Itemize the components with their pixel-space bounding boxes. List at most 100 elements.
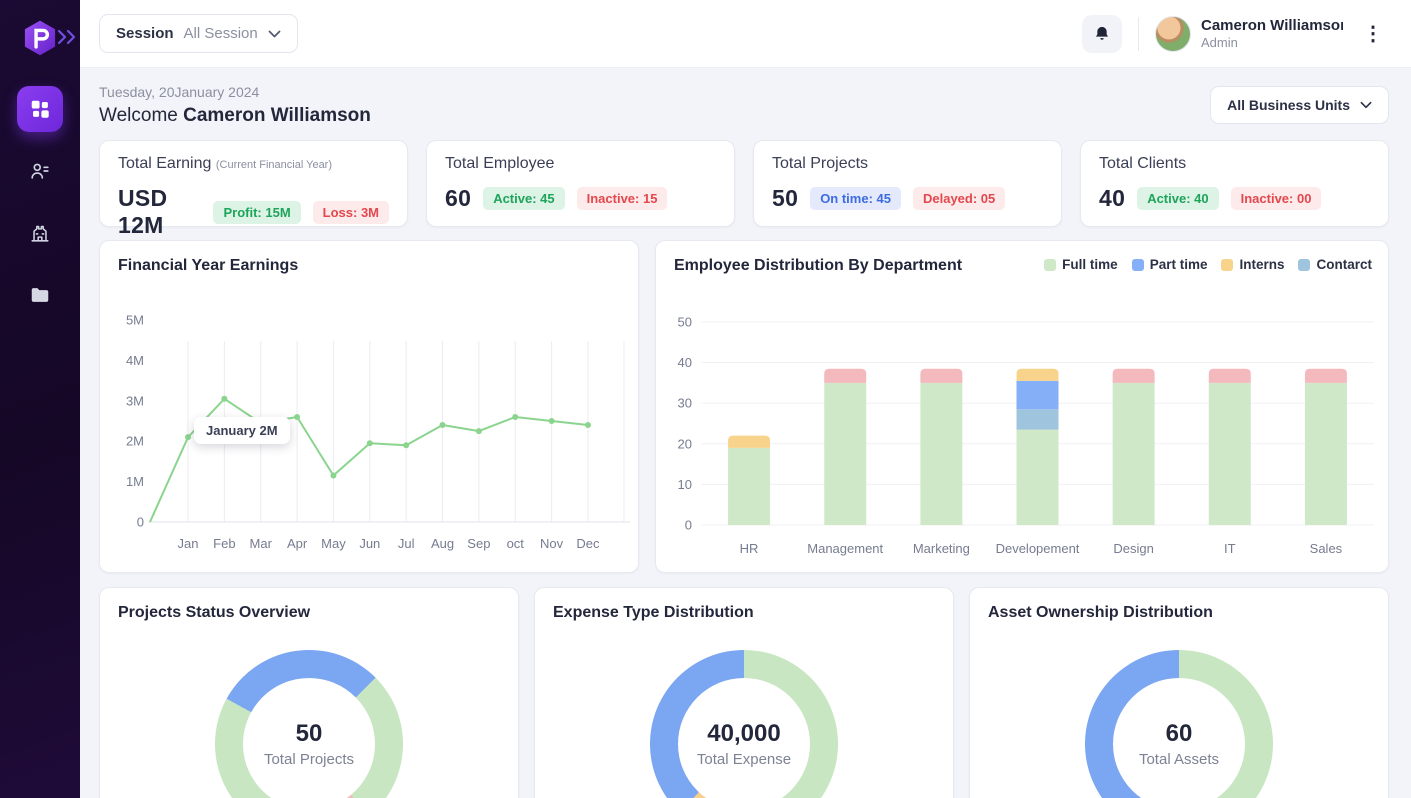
donut-chart: 50 Total Projects	[215, 650, 403, 798]
svg-text:Jan: Jan	[178, 536, 199, 551]
stat-title: Total Clients	[1099, 155, 1187, 172]
sidebar-collapse-icon[interactable]	[56, 29, 78, 45]
welcome-user-name: Cameron Williamson	[183, 105, 371, 126]
user-name: Cameron Williamson	[1201, 17, 1343, 34]
session-label: Session	[116, 25, 174, 42]
employees-icon	[31, 163, 49, 179]
svg-text:Jun: Jun	[359, 536, 380, 551]
donut-center-label: Total Projects	[263, 751, 355, 768]
welcome-prefix: Welcome	[99, 105, 178, 126]
stat-title: Total Projects	[772, 155, 869, 172]
svg-text:2M: 2M	[126, 434, 144, 449]
status-badge: Delayed: 05	[912, 187, 1006, 210]
legend-item: Part time	[1131, 257, 1207, 272]
donut-chart: 40,000 Total Expense	[650, 650, 838, 798]
svg-text:50: 50	[678, 315, 692, 330]
legend-item: Contarct	[1298, 257, 1372, 272]
status-badge: On time: 45	[810, 187, 901, 210]
welcome-heading: Welcome Cameron Williamson	[99, 105, 371, 127]
stat-value: USD 12M	[118, 185, 168, 238]
organization-icon	[31, 225, 49, 242]
svg-text:Jul: Jul	[398, 536, 415, 551]
topbar: Session All Session Cameron Williamson A…	[80, 0, 1411, 68]
sidebar-item-dashboard[interactable]	[17, 86, 63, 132]
session-dropdown[interactable]: Session All Session	[99, 14, 298, 53]
donut-center-value: 60	[1165, 720, 1193, 747]
chevron-down-icon	[1360, 101, 1372, 109]
bell-icon	[1096, 26, 1108, 40]
chart-title: Expense Type Distribution	[553, 604, 754, 621]
svg-text:oct: oct	[507, 536, 525, 551]
user-menu[interactable]: Cameron Williamson Admin	[1155, 15, 1343, 52]
svg-text:HR: HR	[740, 541, 759, 556]
notifications-button[interactable]	[1082, 14, 1122, 53]
stat-card-total-clients: Total Clients 40 Active: 40 Inactive: 00	[1080, 140, 1389, 227]
chart-tooltip: January 2M	[194, 417, 290, 444]
svg-text:IT: IT	[1224, 541, 1236, 556]
chart-title: Asset Ownership Distribution	[988, 604, 1213, 621]
sidebar-item-employees[interactable]	[17, 148, 63, 194]
stat-subtitle: (Current Financial Year)	[215, 159, 333, 171]
donut-chart: 60 Total Assets	[1085, 650, 1273, 798]
stat-value: 60	[445, 185, 472, 211]
stat-title: Total Employee	[445, 155, 555, 172]
svg-text:May: May	[321, 536, 346, 551]
svg-text:40: 40	[678, 355, 692, 370]
svg-text:Sales: Sales	[1310, 541, 1343, 556]
stat-title: Total Earning (Current Financial Year)	[118, 155, 333, 172]
more-options-icon[interactable]: ⋮	[1363, 23, 1383, 45]
business-units-dropdown[interactable]: All Business Units	[1210, 86, 1389, 124]
svg-text:4M: 4M	[126, 353, 144, 368]
svg-text:Management: Management	[807, 541, 883, 556]
user-avatar	[1155, 15, 1191, 52]
status-badge: Inactive: 15	[576, 187, 668, 210]
chart-legend: Full time Part time Interns Contarct	[1044, 257, 1372, 272]
svg-text:Nov: Nov	[540, 536, 564, 551]
chart-title: Employee Distribution By Department	[674, 257, 963, 274]
svg-text:Feb: Feb	[213, 536, 235, 551]
svg-text:30: 30	[678, 396, 692, 411]
svg-text:3M: 3M	[126, 393, 144, 408]
svg-text:Developement: Developement	[996, 541, 1080, 556]
expense-type-distribution-card: Expense Type Distribution 40,000 Total E…	[534, 587, 954, 798]
employee-distribution-chart-card: Employee Distribution By Department Full…	[655, 240, 1389, 573]
stat-card-total-employee: Total Employee 60 Active: 45 Inactive: 1…	[426, 140, 735, 227]
donut-center-value: 40,000	[707, 720, 781, 747]
legend-item: Interns	[1221, 257, 1284, 272]
main-content: Tuesday, 20January 2024 Welcome Cameron …	[80, 68, 1411, 798]
svg-text:0: 0	[137, 515, 144, 530]
svg-text:Mar: Mar	[250, 536, 273, 551]
chart-title: Financial Year Earnings	[118, 257, 299, 274]
business-units-value: All Business Units	[1227, 97, 1350, 113]
legend-swatch	[1131, 258, 1144, 271]
stat-value: 50	[772, 185, 799, 211]
current-date: Tuesday, 20January 2024	[99, 84, 260, 100]
session-value: All Session	[183, 25, 258, 42]
svg-text:1M: 1M	[126, 474, 144, 489]
svg-text:Sep: Sep	[467, 536, 490, 551]
financial-year-earnings-chart-card: Financial Year Earnings 0 1M 2M 3M 4M 5M Jan Fe…	[99, 240, 639, 573]
legend-swatch	[1044, 258, 1057, 271]
svg-text:Aug: Aug	[431, 536, 454, 551]
stat-cards-row: Total Earning (Current Financial Year) U…	[99, 140, 1389, 238]
topbar-divider	[1138, 16, 1139, 51]
donut-center-label: Total Assets	[1138, 751, 1220, 768]
asset-ownership-distribution-card: Asset Ownership Distribution 60 Total As…	[969, 587, 1389, 798]
legend-swatch	[1221, 258, 1234, 271]
status-badge: Loss: 3M	[312, 200, 389, 224]
status-badge: Active: 40	[1137, 187, 1219, 210]
dashboard-icon	[31, 100, 49, 118]
sidebar-item-documents[interactable]	[17, 272, 63, 318]
stat-card-total-projects: Total Projects 50 On time: 45 Delayed: 0…	[753, 140, 1062, 227]
stat-card-total-earning: Total Earning (Current Financial Year) U…	[99, 140, 408, 238]
svg-text:0: 0	[685, 518, 692, 533]
svg-text:20: 20	[678, 436, 692, 451]
status-badge: Active: 45	[483, 187, 565, 210]
app-logo-icon[interactable]	[19, 18, 61, 60]
projects-status-overview-card: Projects Status Overview 50 Total Projec…	[99, 587, 519, 798]
svg-text:Marketing: Marketing	[913, 541, 970, 556]
svg-text:Design: Design	[1113, 541, 1153, 556]
legend-item: Full time	[1044, 257, 1118, 272]
donut-center-label: Total Expense	[696, 751, 792, 768]
sidebar-item-organization[interactable]	[17, 210, 63, 256]
